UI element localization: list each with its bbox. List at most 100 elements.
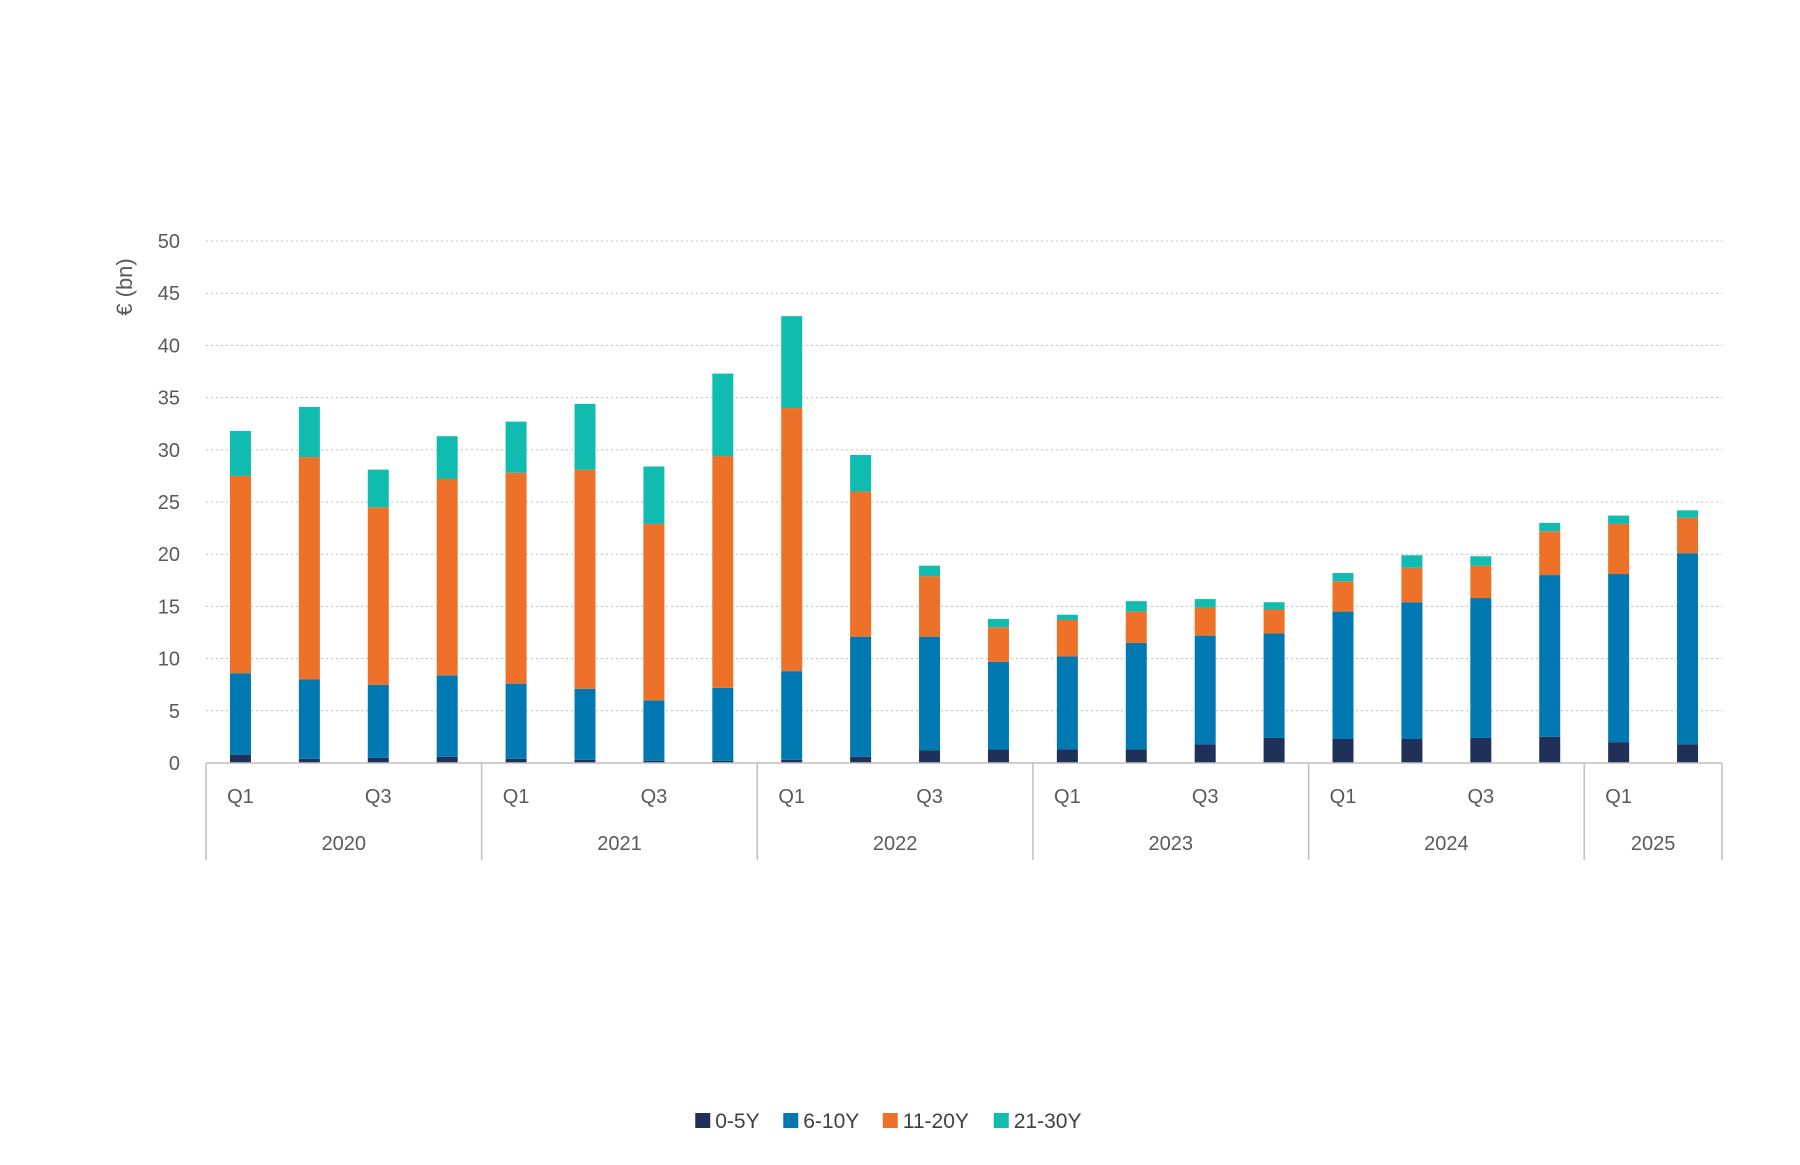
bar-segment-21-30Y xyxy=(1608,515,1630,524)
bar-segment-11-20Y xyxy=(1677,517,1699,554)
bar-segment-11-20Y xyxy=(987,627,1009,662)
year-label: 2020 xyxy=(322,833,367,855)
bar-segment-11-20Y xyxy=(643,523,665,701)
y-tick-label: 30 xyxy=(158,440,180,462)
bar-segment-0-5Y xyxy=(712,760,734,763)
x-tick-label: Q1 xyxy=(778,786,805,808)
bar-segment-6-10Y xyxy=(574,688,596,760)
bar-segment-21-30Y xyxy=(574,403,596,470)
bar-segment-21-30Y xyxy=(1263,602,1285,610)
bar-segment-11-20Y xyxy=(1401,567,1423,603)
bar-segment-11-20Y xyxy=(229,475,251,674)
x-tick-label: Q1 xyxy=(1054,786,1081,808)
legend-label: 11-20Y xyxy=(903,1110,969,1133)
bar-segment-0-5Y xyxy=(987,749,1009,763)
bar-segment-11-20Y xyxy=(850,491,872,637)
year-label: 2025 xyxy=(1631,833,1676,855)
legend-item-0-5Y: 0-5Y xyxy=(695,1110,760,1133)
bar-segment-11-20Y xyxy=(436,479,458,676)
legend-item-6-10Y: 6-10Y xyxy=(783,1110,859,1133)
bar-segment-6-10Y xyxy=(987,661,1009,750)
bar-segment-6-10Y xyxy=(1677,553,1699,745)
y-axis-title: € (bn) xyxy=(112,258,137,315)
legend-item-11-20Y: 11-20Y xyxy=(882,1110,969,1133)
x-tick-label: Q1 xyxy=(503,786,530,808)
bar-segment-21-30Y xyxy=(436,436,458,480)
bar-segment-11-20Y xyxy=(1608,523,1630,575)
legend-label: 0-5Y xyxy=(715,1110,759,1133)
y-tick-label: 25 xyxy=(158,492,180,514)
x-tick-label: Q1 xyxy=(1330,786,1357,808)
bar-segment-11-20Y xyxy=(367,507,389,685)
bar-segment-21-30Y xyxy=(1056,614,1078,620)
bar-segment-11-20Y xyxy=(1263,609,1285,634)
bar-segment-0-5Y xyxy=(1608,742,1630,763)
y-tick-label: 45 xyxy=(158,283,180,305)
bar-segment-6-10Y xyxy=(367,684,389,758)
bar-segment-6-10Y xyxy=(229,673,251,755)
bar-segment-0-5Y xyxy=(919,750,941,763)
bar-segment-11-20Y xyxy=(1539,531,1561,576)
y-tick-label: 10 xyxy=(158,649,180,671)
x-tick-label: Q3 xyxy=(641,786,668,808)
bar-segment-0-5Y xyxy=(1401,738,1423,763)
bar-segment-21-30Y xyxy=(850,455,872,492)
bar-segment-11-20Y xyxy=(1056,619,1078,657)
bar-segment-6-10Y xyxy=(505,683,527,759)
bar-segment-21-30Y xyxy=(987,618,1009,628)
bar-segment-6-10Y xyxy=(436,675,458,757)
bar-segment-21-30Y xyxy=(298,406,320,458)
x-tick-label: Q3 xyxy=(365,786,392,808)
bar-segment-21-30Y xyxy=(505,421,527,473)
legend-label: 6-10Y xyxy=(803,1110,859,1133)
bar-segment-6-10Y xyxy=(712,687,734,761)
bar-segment-6-10Y xyxy=(781,671,803,760)
bar-segment-0-5Y xyxy=(781,759,803,763)
year-label: 2023 xyxy=(1148,833,1193,855)
y-tick-label: 35 xyxy=(158,388,180,410)
bar-segment-11-20Y xyxy=(574,469,596,689)
x-tick-label: Q1 xyxy=(227,786,254,808)
legend-swatch xyxy=(993,1113,1009,1128)
y-tick-label: 50 xyxy=(158,231,180,253)
year-label: 2024 xyxy=(1424,833,1469,855)
bar-segment-21-30Y xyxy=(1470,556,1492,566)
bar-segment-6-10Y xyxy=(1194,635,1216,745)
gridlines xyxy=(206,240,1722,712)
bar-segment-21-30Y xyxy=(1332,572,1354,582)
bar-segment-0-5Y xyxy=(229,754,251,763)
bar-segment-6-10Y xyxy=(850,636,872,757)
bar-segment-21-30Y xyxy=(919,565,941,577)
bar-segment-0-5Y xyxy=(643,760,665,763)
bar-segment-6-10Y xyxy=(1470,598,1492,738)
legend: 0-5Y 6-10Y 11-20Y 21-30Y xyxy=(695,1110,1081,1133)
bar-segment-0-5Y xyxy=(1332,738,1354,763)
legend-swatch xyxy=(882,1113,898,1128)
y-tick-label: 15 xyxy=(158,596,180,618)
bar-segment-0-5Y xyxy=(367,757,389,763)
bar-segment-11-20Y xyxy=(919,576,941,637)
bar-segment-0-5Y xyxy=(850,756,872,763)
bar-segment-6-10Y xyxy=(919,636,941,751)
x-tick-label: Q3 xyxy=(916,786,943,808)
bar-segment-6-10Y xyxy=(1056,656,1078,750)
legend-label: 21-30Y xyxy=(1014,1110,1082,1133)
bar-segment-0-5Y xyxy=(1125,749,1147,763)
bar-segment-0-5Y xyxy=(1470,737,1492,763)
bar-segment-0-5Y xyxy=(1677,744,1699,763)
bar-segment-6-10Y xyxy=(1332,611,1354,739)
bar-segment-21-30Y xyxy=(1125,601,1147,612)
bar-segment-21-30Y xyxy=(1194,599,1216,608)
bar-segment-0-5Y xyxy=(505,758,527,763)
bar-segment-6-10Y xyxy=(1263,633,1285,738)
bar-segment-11-20Y xyxy=(1470,565,1492,599)
y-tick-label: 40 xyxy=(158,335,180,357)
bar-segment-0-5Y xyxy=(574,759,596,763)
bar-segment-21-30Y xyxy=(367,469,389,508)
y-tick-label: 5 xyxy=(169,701,180,723)
y-tick-label: 0 xyxy=(169,753,180,775)
bar-segment-6-10Y xyxy=(1401,602,1423,739)
bar-segment-21-30Y xyxy=(229,431,251,476)
legend-swatch xyxy=(695,1113,711,1128)
